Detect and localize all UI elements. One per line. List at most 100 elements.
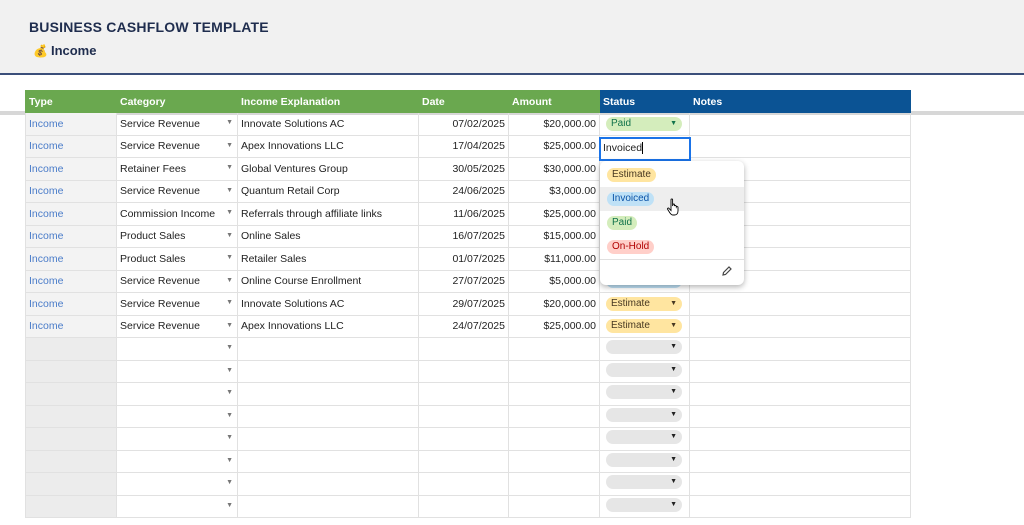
type-cell[interactable] <box>25 449 117 473</box>
category-cell[interactable]: ▼ <box>116 359 238 383</box>
notes-cell[interactable] <box>689 292 911 316</box>
date-cell[interactable] <box>418 359 509 383</box>
amount-cell[interactable]: $20,000.00 <box>508 112 600 136</box>
chevron-down-icon[interactable]: ▼ <box>226 389 233 396</box>
notes-cell[interactable] <box>689 472 911 496</box>
chevron-down-icon[interactable]: ▼ <box>226 479 233 486</box>
explanation-cell[interactable]: Innovate Solutions AC <box>237 112 419 136</box>
dropdown-option-estimate[interactable]: Estimate <box>600 163 744 187</box>
date-cell[interactable] <box>418 472 509 496</box>
explanation-cell[interactable]: Online Course Enrollment <box>237 269 419 293</box>
amount-cell[interactable]: $25,000.00 <box>508 314 600 338</box>
col-header-category[interactable]: Category <box>116 90 238 113</box>
chevron-down-icon[interactable]: ▼ <box>226 186 233 194</box>
amount-cell[interactable]: $25,000.00 <box>508 134 600 158</box>
type-cell[interactable]: Income <box>25 247 117 271</box>
type-cell[interactable]: Income <box>25 112 117 136</box>
amount-cell[interactable]: $5,000.00 <box>508 269 600 293</box>
category-cell[interactable]: Retainer Fees ▼ <box>116 157 238 181</box>
type-cell[interactable] <box>25 494 117 518</box>
date-cell[interactable]: 24/06/2025 <box>418 179 509 203</box>
amount-cell[interactable]: $25,000.00 <box>508 202 600 226</box>
date-cell[interactable]: 29/07/2025 <box>418 292 509 316</box>
type-cell[interactable]: Income <box>25 134 117 158</box>
type-cell[interactable] <box>25 472 117 496</box>
chevron-down-icon[interactable]: ▼ <box>226 254 233 261</box>
chevron-down-icon[interactable]: ▼ <box>226 434 233 441</box>
status-cell[interactable]: ▼ <box>599 337 690 361</box>
explanation-cell[interactable] <box>237 404 419 428</box>
pencil-icon[interactable] <box>721 265 733 277</box>
status-chip[interactable]: Paid ▼ <box>606 116 682 131</box>
amount-cell[interactable] <box>508 337 600 361</box>
explanation-cell[interactable] <box>237 382 419 406</box>
explanation-cell[interactable]: Retailer Sales <box>237 247 419 271</box>
status-cell[interactable]: ▼ <box>599 382 690 406</box>
amount-cell[interactable]: $30,000.00 <box>508 157 600 181</box>
chevron-down-icon[interactable]: ▼ <box>226 119 233 126</box>
chevron-down-icon[interactable]: ▼ <box>226 366 233 374</box>
category-cell[interactable]: ▼ <box>116 337 238 361</box>
date-cell[interactable]: 24/07/2025 <box>418 314 509 338</box>
explanation-cell[interactable]: Innovate Solutions AC <box>237 292 419 316</box>
category-cell[interactable]: ▼ <box>116 427 238 451</box>
chevron-down-icon[interactable]: ▼ <box>226 231 233 239</box>
category-cell[interactable]: Service Revenue ▼ <box>116 112 238 136</box>
category-cell[interactable]: ▼ <box>116 404 238 428</box>
type-cell[interactable] <box>25 382 117 406</box>
type-cell[interactable] <box>25 404 117 428</box>
type-cell[interactable]: Income <box>25 179 117 203</box>
date-cell[interactable]: 11/06/2025 <box>418 202 509 226</box>
date-cell[interactable] <box>418 494 509 518</box>
status-chip[interactable]: ▼ <box>606 362 682 377</box>
chevron-down-icon[interactable]: ▼ <box>226 141 233 149</box>
notes-cell[interactable] <box>689 314 911 338</box>
amount-cell[interactable] <box>508 449 600 473</box>
date-cell[interactable]: 27/07/2025 <box>418 269 509 293</box>
category-cell[interactable]: Service Revenue ▼ <box>116 314 238 338</box>
status-chip[interactable]: Estimate ▼ <box>606 296 682 311</box>
category-cell[interactable]: Commission Income ▼ <box>116 202 238 226</box>
type-cell[interactable]: Income <box>25 269 117 293</box>
status-cell[interactable]: ▼ <box>599 449 690 473</box>
status-cell[interactable]: Estimate ▼ <box>599 314 690 338</box>
type-cell[interactable]: Income <box>25 202 117 226</box>
explanation-cell[interactable]: Quantum Retail Corp <box>237 179 419 203</box>
explanation-cell[interactable] <box>237 494 419 518</box>
status-chip[interactable]: ▼ <box>606 497 682 512</box>
status-chip[interactable]: ▼ <box>606 452 682 467</box>
chevron-down-icon[interactable]: ▼ <box>226 209 233 216</box>
notes-cell[interactable] <box>689 337 911 361</box>
amount-cell[interactable]: $15,000.00 <box>508 224 600 248</box>
chevron-down-icon[interactable]: ▼ <box>226 299 233 306</box>
category-cell[interactable]: Product Sales ▼ <box>116 247 238 271</box>
chevron-down-icon[interactable]: ▼ <box>226 501 233 509</box>
notes-cell[interactable] <box>689 112 911 136</box>
status-chip[interactable]: Estimate ▼ <box>606 319 682 334</box>
category-cell[interactable]: ▼ <box>116 382 238 406</box>
amount-cell[interactable] <box>508 494 600 518</box>
chevron-down-icon[interactable]: ▼ <box>226 411 233 419</box>
amount-cell[interactable] <box>508 404 600 428</box>
category-cell[interactable]: ▼ <box>116 449 238 473</box>
status-edit-cell[interactable]: Invoiced <box>599 137 691 161</box>
category-cell[interactable]: Service Revenue ▼ <box>116 134 238 158</box>
notes-cell[interactable] <box>689 359 911 383</box>
notes-cell[interactable] <box>689 494 911 518</box>
notes-cell[interactable] <box>689 404 911 428</box>
dropdown-option-paid[interactable]: Paid <box>600 211 744 235</box>
status-cell[interactable]: ▼ <box>599 404 690 428</box>
date-cell[interactable]: 17/04/2025 <box>418 134 509 158</box>
explanation-cell[interactable]: Referrals through affiliate links <box>237 202 419 226</box>
col-header-date[interactable]: Date <box>418 90 509 113</box>
date-cell[interactable] <box>418 449 509 473</box>
status-cell[interactable]: ▼ <box>599 472 690 496</box>
chevron-down-icon[interactable]: ▼ <box>226 456 233 464</box>
status-chip[interactable]: ▼ <box>606 475 682 490</box>
status-chip[interactable]: ▼ <box>606 340 682 355</box>
category-cell[interactable]: Service Revenue ▼ <box>116 179 238 203</box>
col-header-status[interactable]: Status <box>599 90 690 113</box>
status-cell[interactable]: Paid ▼ <box>599 112 690 136</box>
col-header-type[interactable]: Type <box>25 90 117 113</box>
status-cell[interactable]: Estimate ▼ <box>599 292 690 316</box>
